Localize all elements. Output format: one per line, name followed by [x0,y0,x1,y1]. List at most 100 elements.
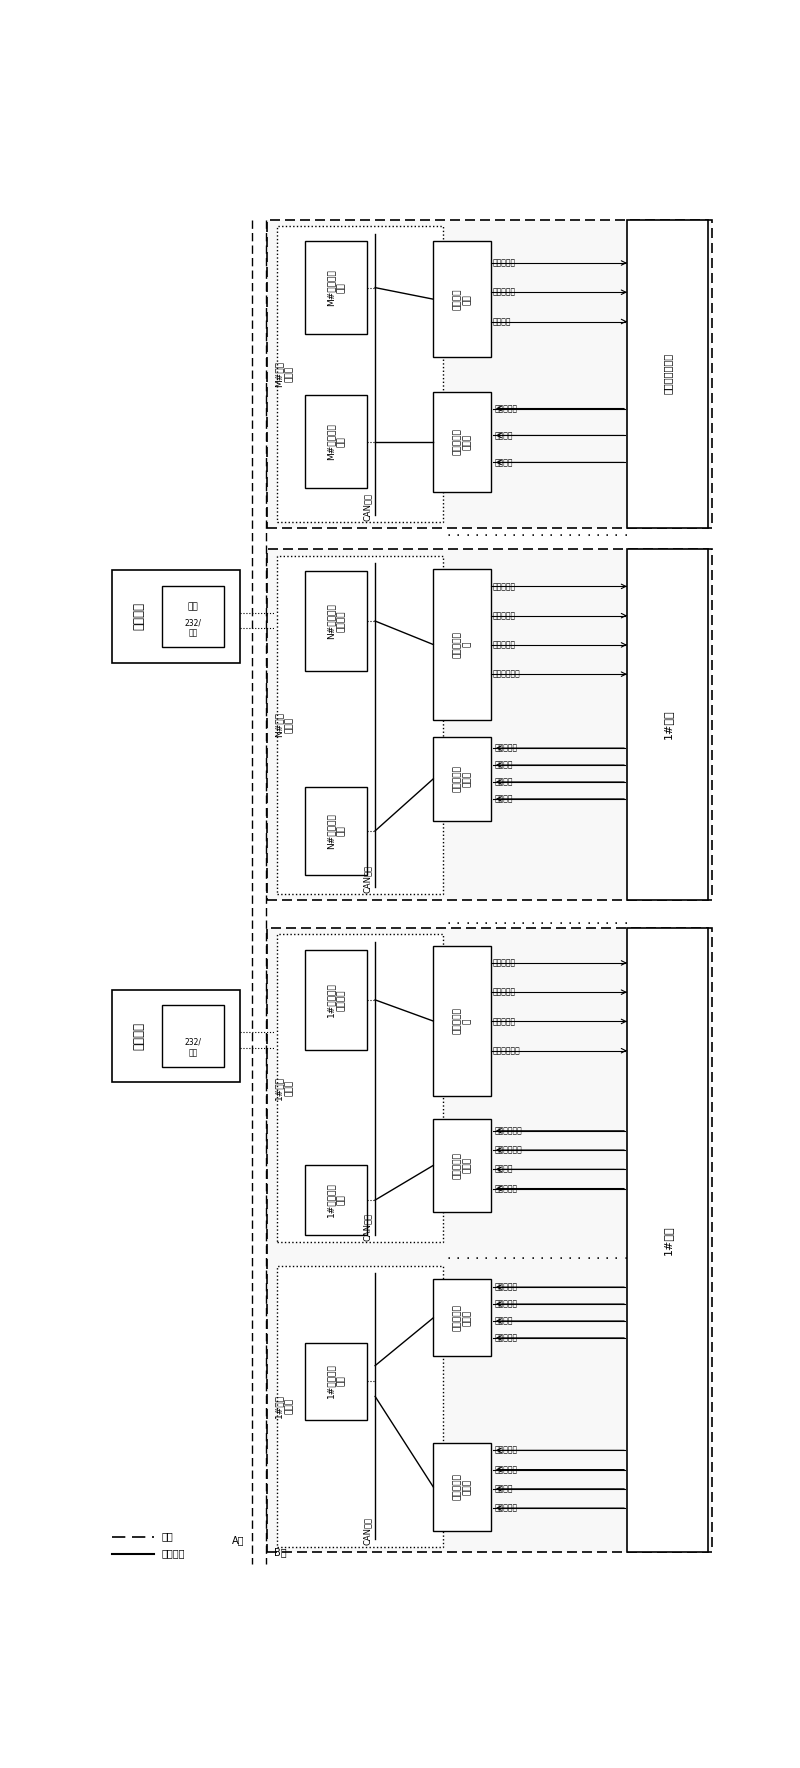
Text: 火灾报告器: 火灾报告器 [494,1446,518,1455]
Text: ·: · [456,529,460,543]
Text: 多路数据采
集模块: 多路数据采 集模块 [453,1153,472,1179]
Text: ·: · [567,1252,572,1266]
Text: 出报警蜂鸣: 出报警蜂鸣 [494,1503,518,1513]
Text: CAN总线: CAN总线 [363,493,372,522]
Text: 阀口生机: 阀口生机 [494,1317,513,1326]
Bar [112,990,239,1082]
Text: 传感器输入: 传感器输入 [494,405,518,414]
Text: N#主控制器
模块备份: N#主控制器 模块备份 [326,603,346,638]
Text: ·: · [558,1252,562,1266]
Text: ·: · [456,1252,460,1266]
Text: ·: · [539,1252,544,1266]
Text: 光纤: 光纤 [162,1531,174,1542]
Text: ·: · [474,1252,479,1266]
Text: A网: A网 [232,1535,244,1545]
Text: ·: · [539,918,544,932]
Text: 1#辅机: 1#辅机 [662,709,673,739]
Text: CAN总线: CAN总线 [363,1517,372,1545]
Text: ·: · [465,918,470,932]
Bar [306,396,367,488]
Text: ·: · [484,918,488,932]
Bar [162,1006,224,1066]
Text: B网: B网 [274,1547,286,1558]
Text: ·: · [605,529,609,543]
Text: ·: · [595,1252,600,1266]
Text: 多路数据采
集模块: 多路数据采 集模块 [453,1473,472,1501]
Text: 数据显示用: 数据显示用 [493,288,516,297]
Text: 紧急关闭: 紧急关闭 [493,316,511,325]
Text: 仪表及电磁阀: 仪表及电磁阀 [493,670,521,679]
Text: ·: · [446,918,451,932]
Text: 出报警蜂鸣: 出报警蜂鸣 [494,1333,518,1342]
Bar [306,949,367,1050]
Text: 驾驶室及报警箱: 驾驶室及报警箱 [662,354,673,394]
Text: ·: · [539,529,544,543]
Text: ·: · [558,918,562,932]
Text: 1#主控制器
模块: 1#主控制器 模块 [326,1183,346,1218]
Text: 1#主机: 1#主机 [662,1225,673,1255]
Text: CAN总线: CAN总线 [363,1213,372,1241]
Text: ·: · [530,918,534,932]
Text: ·: · [623,1252,628,1266]
Bar [306,1165,367,1234]
Text: ·: · [484,1252,488,1266]
Bar [277,555,443,895]
Text: 备份: 备份 [188,603,198,612]
Text: ·: · [502,918,506,932]
Text: 光纤: 光纤 [188,629,198,638]
Text: ·: · [549,1252,554,1266]
Text: 多路数据采
集模块: 多路数据采 集模块 [453,428,472,454]
Text: M#主控制器
模块: M#主控制器 模块 [326,269,346,306]
Text: 阀口生机: 阀口生机 [494,1485,513,1494]
Text: 1#主控制器
模块: 1#主控制器 模块 [326,1363,346,1398]
Text: 令号发报机: 令号发报机 [494,1466,518,1475]
Bar [277,1266,443,1547]
Text: 阀门生机: 阀门生机 [494,1165,513,1174]
Text: 发口速控器: 发口速控器 [493,958,516,967]
Text: 多路数据采
集模块: 多路数据采 集模块 [453,1305,472,1331]
Text: ·: · [512,529,516,543]
Bar [306,571,367,672]
Text: M#主控制器
模块: M#主控制器 模块 [326,423,346,460]
Bar [627,928,708,1552]
Bar [112,571,239,663]
Text: ·: · [595,918,600,932]
Bar [627,550,708,900]
Text: ·: · [623,529,628,543]
Text: ·: · [577,918,581,932]
Text: N#主控制器
模块: N#主控制器 模块 [326,813,346,849]
Text: ·: · [512,918,516,932]
Text: ·: · [446,529,451,543]
Text: ·: · [493,529,498,543]
Bar [266,550,712,900]
Text: 当地起停用: 当地起停用 [493,258,516,267]
Text: 发口速控器: 发口速控器 [493,1017,516,1025]
Text: ·: · [595,529,600,543]
Text: M#监控
子系统: M#监控 子系统 [274,361,294,387]
Bar [434,242,491,357]
Text: ·: · [567,918,572,932]
Text: ·: · [502,1252,506,1266]
Text: ·: · [605,918,609,932]
Text: 232/: 232/ [185,1038,202,1047]
Text: ·: · [465,1252,470,1266]
Text: 参数设定: 参数设定 [494,778,513,787]
Text: 1#监控
子系统: 1#监控 子系统 [274,1393,294,1418]
Text: ·: · [549,529,554,543]
Text: ·: · [446,1252,451,1266]
Text: 数据处理: 数据处理 [494,431,513,440]
Bar [306,1342,367,1420]
Text: 采用程控泵: 采用程控泵 [493,612,516,621]
Text: 出报警蜂鸣: 出报警蜂鸣 [494,1185,518,1193]
Text: ·: · [456,918,460,932]
Text: 印号卦扑半片: 印号卦扑半片 [494,1126,522,1135]
Text: ·: · [614,1252,618,1266]
Text: 屏蔽电缆: 屏蔽电缆 [162,1549,186,1559]
Text: ·: · [549,918,554,932]
Text: 遥控遥测: 遥控遥测 [494,760,513,769]
Text: 现场控制
模块: 现场控制 模块 [453,288,472,309]
Text: CAN总线: CAN总线 [363,865,372,893]
Text: 1#监控
子系统: 1#监控 子系统 [274,1077,294,1100]
Text: 现场控制模
块: 现场控制模 块 [453,1008,472,1034]
Text: ·: · [502,529,506,543]
